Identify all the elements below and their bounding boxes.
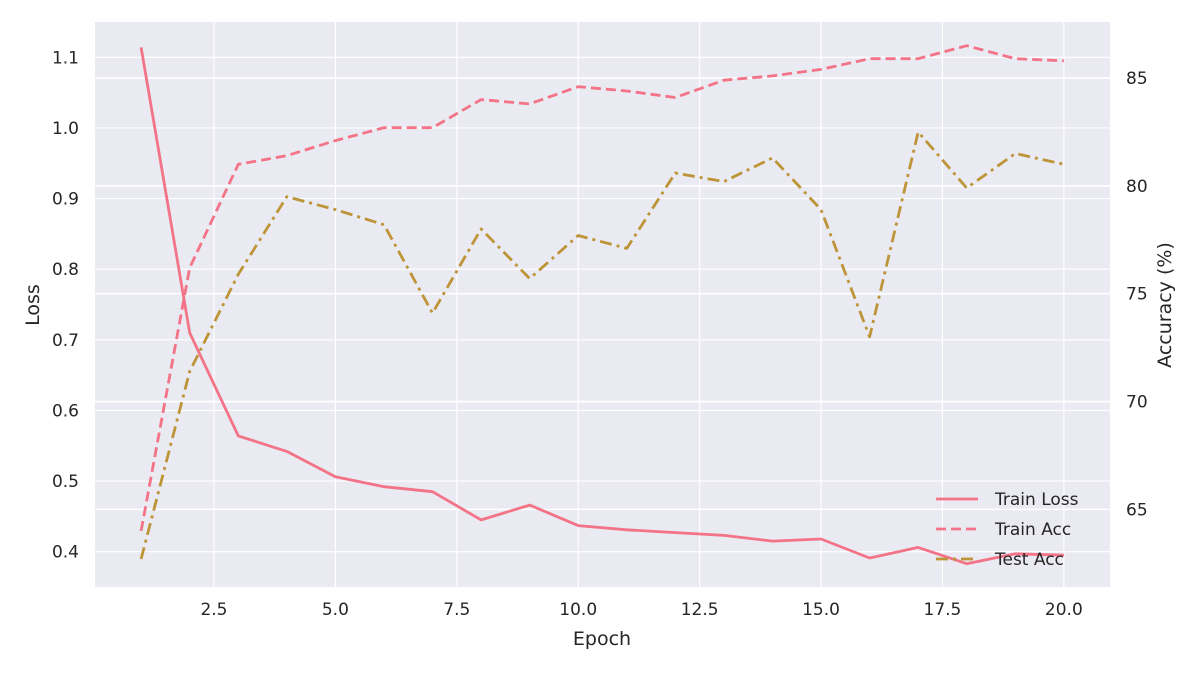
x-tick-label: 15.0 — [802, 600, 840, 620]
y-right-tick-label: 85 — [1126, 69, 1148, 89]
series-line-2 — [139, 130, 1065, 560]
grid — [95, 22, 1110, 587]
x-tick-label: 2.5 — [200, 600, 227, 620]
legend: Train Loss Train Acc Test Acc — [936, 490, 1079, 570]
x-tick-label: 20.0 — [1045, 600, 1083, 620]
y-right-tick-label: 65 — [1126, 500, 1148, 520]
y-left-tick-label: 0.7 — [52, 331, 79, 351]
series-lines — [139, 44, 1065, 566]
plot-area — [95, 22, 1110, 587]
series-line-0 — [139, 47, 1064, 566]
y-left-tick-label: 1.0 — [52, 119, 79, 139]
legend-label-1: Train Acc — [994, 520, 1071, 540]
tick-labels: 2.5 5.0 7.5 10.0 12.5 15.0 17.5 20.0 0.4 0.5 0.6 0.… — [52, 48, 1148, 620]
legend-label-2: Test Acc — [994, 550, 1064, 570]
y-axis-left-title: Loss — [22, 284, 44, 326]
y-left-tick-label: 0.8 — [52, 260, 79, 280]
y-left-tick-label: 1.1 — [52, 48, 79, 68]
y-right-tick-label: 80 — [1126, 177, 1148, 197]
x-tick-label: 12.5 — [681, 600, 719, 620]
y-right-tick-label: 70 — [1126, 393, 1148, 413]
y-left-tick-label: 0.4 — [52, 543, 79, 563]
y-axis-right-title: Accuracy (%) — [1154, 242, 1176, 368]
y-left-tick-label: 0.5 — [52, 472, 79, 492]
y-right-tick-label: 75 — [1126, 285, 1148, 305]
x-tick-label: 7.5 — [443, 600, 470, 620]
x-tick-label: 5.0 — [322, 600, 349, 620]
legend-label-0: Train Loss — [994, 490, 1079, 510]
x-tick-label: 17.5 — [924, 600, 962, 620]
y-left-tick-label: 0.6 — [52, 401, 79, 421]
x-axis-title: Epoch — [573, 628, 631, 650]
y-left-tick-label: 0.9 — [52, 190, 79, 210]
series-line-1 — [139, 44, 1064, 532]
x-tick-label: 10.0 — [559, 600, 597, 620]
